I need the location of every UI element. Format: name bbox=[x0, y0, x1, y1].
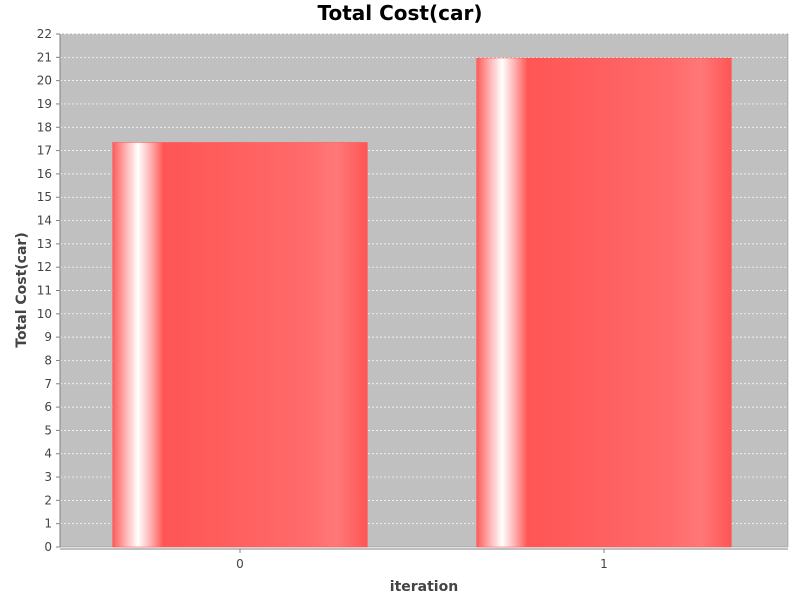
y-tick-label: 5 bbox=[44, 423, 52, 437]
chart-title: Total Cost(car) bbox=[318, 1, 483, 25]
y-tick-label: 16 bbox=[37, 167, 52, 181]
y-tick-label: 12 bbox=[37, 260, 52, 274]
y-tick-label: 19 bbox=[37, 97, 52, 111]
y-tick-label: 1 bbox=[44, 517, 52, 531]
x-axis-label: iteration bbox=[390, 579, 458, 595]
y-tick-label: 0 bbox=[44, 540, 52, 554]
y-tick-label: 4 bbox=[44, 447, 52, 461]
y-tick-label: 22 bbox=[37, 27, 52, 41]
y-tick-label: 3 bbox=[44, 470, 52, 484]
y-tick-label: 10 bbox=[37, 307, 52, 321]
y-tick-label: 8 bbox=[44, 353, 52, 367]
y-tick-label: 11 bbox=[37, 284, 52, 298]
y-tick-label: 9 bbox=[44, 330, 52, 344]
y-tick-label: 15 bbox=[37, 190, 52, 204]
y-tick-label: 21 bbox=[37, 50, 52, 64]
bars bbox=[112, 57, 732, 548]
bar-1 bbox=[476, 57, 732, 548]
x-tick-label: 0 bbox=[236, 557, 244, 571]
y-tick-label: 2 bbox=[44, 493, 52, 507]
y-tick-label: 7 bbox=[44, 377, 52, 391]
x-tick-label: 1 bbox=[600, 557, 608, 571]
y-tick-label: 18 bbox=[37, 120, 52, 134]
y-tick-label: 14 bbox=[37, 214, 52, 228]
y-axis-label: Total Cost(car) bbox=[14, 232, 30, 348]
y-tick-label: 6 bbox=[44, 400, 52, 414]
y-tick-label: 20 bbox=[37, 74, 52, 88]
y-tick-label: 17 bbox=[37, 144, 52, 158]
y-tick-label: 13 bbox=[37, 237, 52, 251]
bar-0 bbox=[112, 142, 368, 548]
